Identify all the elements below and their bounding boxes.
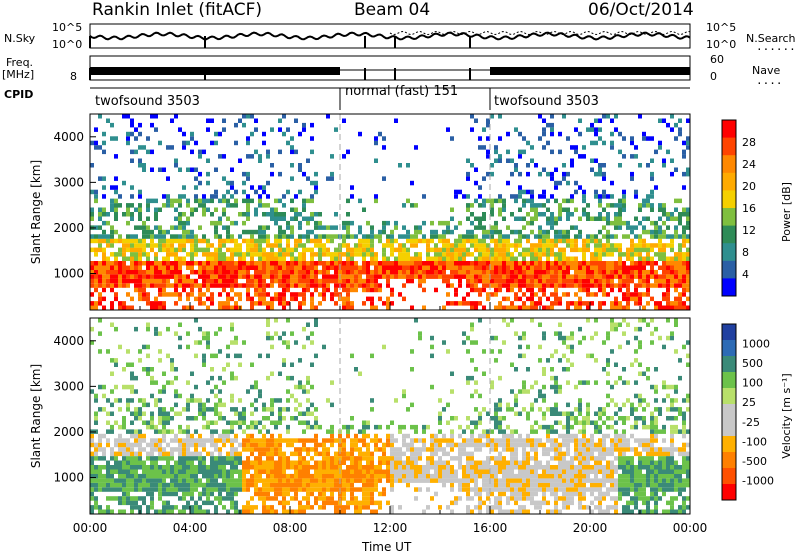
nsky-trace bbox=[89, 31, 691, 41]
nave-tick-top: 60 bbox=[710, 53, 724, 66]
power-ytick-label-0: 1000 bbox=[53, 267, 84, 281]
velocity-ytick-label-0: 1000 bbox=[53, 471, 84, 485]
velocity-ytick-label-1: 2000 bbox=[53, 425, 84, 439]
xtick-label-2: 08:00 bbox=[273, 521, 308, 535]
date-title: 06/Oct/2014 bbox=[588, 0, 694, 20]
power-ytick-label-1: 2000 bbox=[53, 221, 84, 235]
power-ytick-label-2: 3000 bbox=[53, 175, 84, 189]
velocity-ytick-label-2: 3000 bbox=[53, 379, 84, 393]
freq-band-2 bbox=[490, 67, 690, 75]
nsearch-tick-bottom: 10^0 bbox=[706, 38, 737, 51]
velocity-colorbar-tick-7: -1000 bbox=[742, 474, 774, 487]
velocity-colorbar-cell-6 bbox=[722, 420, 736, 437]
velocity-colorbar-tick-1: 500 bbox=[742, 357, 763, 370]
power-colorbar-cell-3 bbox=[722, 172, 736, 191]
velocity-echo-field bbox=[90, 318, 690, 514]
power-ylabel: Slant Range [km] bbox=[29, 160, 43, 264]
xtick-label-6: 00:00 bbox=[673, 521, 708, 535]
nsky-tick-top: 10^5 bbox=[52, 21, 83, 34]
nsearch-dotted-legend: ...... bbox=[756, 40, 796, 53]
power-colorbar-cell-2 bbox=[722, 155, 736, 174]
power-colorbar-tick-2: 20 bbox=[742, 180, 756, 193]
nsky-tick-bottom: 10^0 bbox=[52, 38, 83, 51]
velocity-colorbar-cell-1 bbox=[722, 340, 736, 357]
power-colorbar-tick-1: 24 bbox=[742, 158, 756, 171]
velocity-colorbar-tick-6: -500 bbox=[742, 455, 767, 468]
power-colorbar-cell-7 bbox=[722, 243, 736, 262]
xtick-label-3: 12:00 bbox=[373, 521, 408, 535]
velocity-colorbar-tick-3: 25 bbox=[742, 396, 756, 409]
power-colorbar-tick-6: 4 bbox=[742, 268, 749, 281]
xtick-label-4: 16:00 bbox=[473, 521, 508, 535]
xtick-label-1: 04:00 bbox=[173, 521, 208, 535]
power-colorbar-cell-9 bbox=[722, 278, 736, 297]
cpid-label: CPID bbox=[4, 88, 34, 101]
velocity-ylabel: Slant Range [km] bbox=[29, 364, 43, 468]
nsearch-tick-top: 10^5 bbox=[706, 21, 737, 34]
freq-tick: 8 bbox=[70, 70, 77, 83]
power-colorbar-tick-3: 16 bbox=[742, 202, 756, 215]
power-colorbar-cell-0 bbox=[722, 120, 736, 139]
freq-band-1 bbox=[90, 67, 340, 75]
beam-title: Beam 04 bbox=[354, 0, 431, 20]
velocity-colorbar-label: Velocity [m s⁻¹] bbox=[780, 373, 793, 458]
velocity-colorbar-tick-0: 1000 bbox=[742, 338, 770, 351]
velocity-colorbar-tick-2: 100 bbox=[742, 377, 763, 390]
nave-label: Nave bbox=[752, 64, 781, 77]
nave-tick-bottom: 0 bbox=[710, 70, 717, 83]
xtick-label-5: 20:00 bbox=[573, 521, 608, 535]
power-colorbar-cell-6 bbox=[722, 225, 736, 244]
velocity-colorbar-tick-5: -100 bbox=[742, 435, 767, 448]
freq-unit: [MHz] bbox=[2, 68, 35, 81]
velocity-colorbar-cell-7 bbox=[722, 436, 736, 453]
power-colorbar-tick-4: 12 bbox=[742, 224, 756, 237]
power-colorbar-label: Power [dB] bbox=[780, 182, 793, 242]
nsky-label: N.Sky bbox=[4, 32, 36, 45]
power-colorbar-cell-1 bbox=[722, 137, 736, 156]
power-colorbar-frame bbox=[721, 119, 737, 297]
power-colorbar-tick-5: 8 bbox=[742, 246, 749, 259]
cpid-segment-3: twofsound 3503 bbox=[494, 94, 599, 109]
nsearch-label: N.Search bbox=[746, 32, 796, 45]
xtick-label-0: 00:00 bbox=[73, 521, 108, 535]
power-colorbar-cell-5 bbox=[722, 208, 736, 227]
station-title: Rankin Inlet (fitACF) bbox=[92, 0, 263, 20]
nsearch-trace bbox=[389, 30, 691, 36]
power-echo-field bbox=[90, 114, 690, 310]
velocity-colorbar-cell-5 bbox=[722, 404, 736, 421]
time-axis-label: Time UT bbox=[362, 540, 412, 554]
power-colorbar-cell-8 bbox=[722, 260, 736, 279]
velocity-colorbar-tick-4: -25 bbox=[742, 416, 760, 429]
velocity-colorbar-cell-9 bbox=[722, 468, 736, 485]
velocity-colorbar-cell-0 bbox=[722, 324, 736, 341]
velocity-ytick-label-3: 4000 bbox=[53, 334, 84, 348]
power-colorbar-tick-0: 28 bbox=[742, 136, 756, 149]
velocity-colorbar-cell-3 bbox=[722, 372, 736, 389]
velocity-colorbar-frame bbox=[721, 323, 737, 501]
cpid-segment-1: twofsound 3503 bbox=[95, 94, 200, 109]
velocity-colorbar-cell-10 bbox=[722, 484, 736, 501]
velocity-colorbar-cell-8 bbox=[722, 452, 736, 469]
freq-label: Freq. bbox=[6, 56, 34, 69]
velocity-colorbar-cell-2 bbox=[722, 356, 736, 373]
power-colorbar-cell-4 bbox=[722, 190, 736, 209]
power-ytick-label-3: 4000 bbox=[53, 130, 84, 144]
velocity-colorbar-cell-4 bbox=[722, 388, 736, 405]
nave-dotted-legend: .... bbox=[756, 74, 783, 87]
